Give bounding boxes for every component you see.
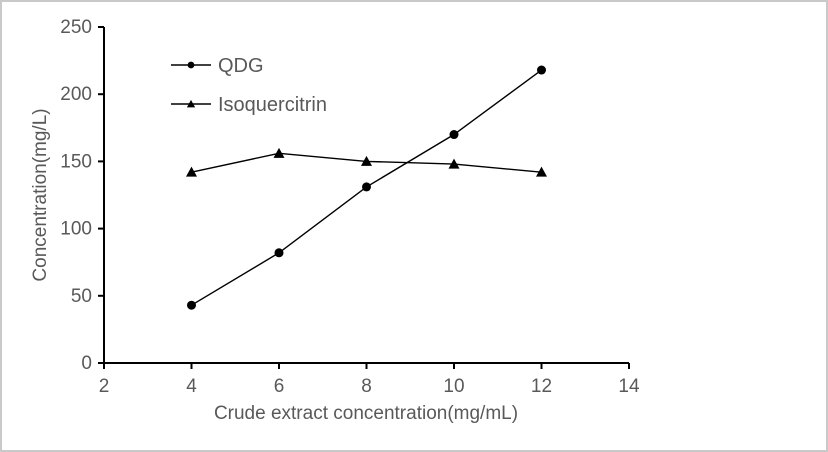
x-tick-label: 6 — [274, 376, 285, 397]
data-point-circle-marker — [187, 300, 196, 310]
data-point-triangle-marker — [273, 147, 285, 158]
x-tick-label: 10 — [443, 376, 464, 397]
x-tick-label: 14 — [618, 376, 640, 397]
legend-label: QDG — [218, 55, 264, 77]
legend-circle-marker — [187, 61, 195, 69]
legend-item-isoquercitrin: Isoquercitrin — [171, 94, 327, 116]
legend-triangle-marker — [186, 99, 196, 108]
x-tick-label: 8 — [361, 376, 372, 397]
x-tick-label: 2 — [99, 376, 110, 397]
legend-label: Isoquercitrin — [218, 94, 327, 116]
data-point-triangle-marker — [186, 166, 197, 177]
axes — [103, 27, 629, 364]
data-point-circle-marker — [362, 182, 371, 192]
x-tick-label: 4 — [186, 376, 197, 397]
x-axis-title: Crude extract concentration(mg/mL) — [214, 403, 518, 424]
data-point-triangle-marker — [361, 155, 372, 166]
data-point-triangle-marker — [536, 166, 547, 177]
series-qdg — [187, 65, 546, 310]
x-tick-label: 12 — [531, 376, 552, 397]
y-tick-label: 0 — [81, 353, 92, 374]
y-tick-label: 100 — [60, 219, 92, 240]
axis-ticks: 2 4 6 8 10 12 14 0 50 100 150 200 250 — [60, 17, 640, 397]
data-point-triangle-marker — [448, 158, 460, 169]
y-tick-label: 250 — [60, 17, 92, 38]
data-point-circle-marker — [274, 248, 284, 258]
data-point-circle-marker — [449, 130, 459, 140]
y-tick-label: 200 — [60, 84, 92, 105]
series-isoquercitrin — [186, 147, 547, 177]
data-series — [186, 65, 547, 310]
y-tick-label: 50 — [71, 286, 92, 307]
y-tick-label: 150 — [60, 151, 92, 172]
legend-item-qdg: QDG — [171, 55, 264, 77]
y-axis-title: Concentration(mg/L) — [30, 108, 51, 281]
legend: QDG Isoquercitrin — [171, 55, 327, 116]
data-point-circle-marker — [537, 65, 546, 75]
